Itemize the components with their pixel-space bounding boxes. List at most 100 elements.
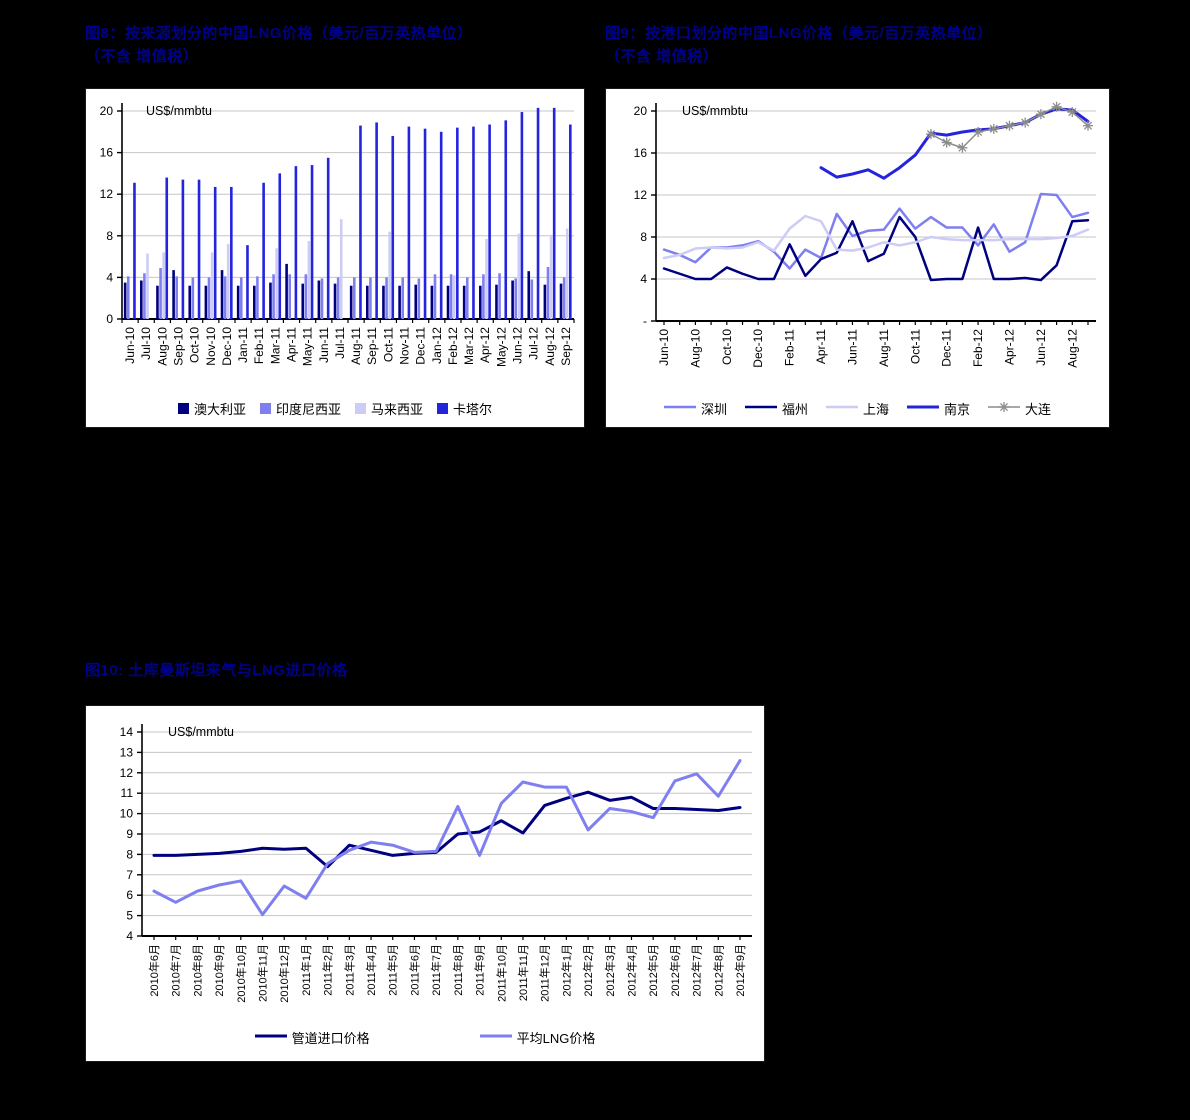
svg-text:9: 9 xyxy=(126,827,133,841)
legend-item: 上海 xyxy=(825,399,889,418)
svg-text:Jun-11: Jun-11 xyxy=(845,329,859,365)
svg-text:2010年7月: 2010年7月 xyxy=(169,944,183,997)
svg-text:Dec-11: Dec-11 xyxy=(940,329,954,367)
svg-text:Feb-12: Feb-12 xyxy=(971,329,985,367)
unit-label: US$/mmbtu xyxy=(682,104,748,118)
svg-text:Jan-11: Jan-11 xyxy=(236,327,250,363)
svg-text:Dec-11: Dec-11 xyxy=(414,327,428,365)
legend-label: 南京 xyxy=(944,401,971,417)
bar-series-0 xyxy=(123,263,563,319)
svg-text:Feb-11: Feb-11 xyxy=(252,327,266,364)
svg-text:Jun-12: Jun-12 xyxy=(511,327,525,364)
svg-text:Apr-11: Apr-11 xyxy=(285,327,299,362)
svg-text:2011年5月: 2011年5月 xyxy=(386,944,400,996)
gridlines xyxy=(656,110,1096,280)
svg-text:Jul-12: Jul-12 xyxy=(527,327,541,360)
svg-text:2012年2月: 2012年2月 xyxy=(581,944,595,997)
svg-text:20: 20 xyxy=(634,104,648,118)
figure8-legend: 澳大利亚 印度尼西亚 马来西亚 卡塔尔 xyxy=(171,389,499,427)
figure8-title: 图8：按来源划分的中国LNG价格（美元/百万英热单位） （不含 增值税） xyxy=(85,22,590,69)
svg-text:-: - xyxy=(643,314,647,328)
svg-text:2012年1月: 2012年1月 xyxy=(559,944,573,997)
svg-text:13: 13 xyxy=(120,745,134,759)
svg-text:4: 4 xyxy=(640,272,647,286)
x-axis xyxy=(142,935,752,940)
legend-label: 上海 xyxy=(862,401,889,417)
svg-text:16: 16 xyxy=(634,146,648,160)
svg-text:Oct-11: Oct-11 xyxy=(908,329,922,364)
svg-text:Dec-10: Dec-10 xyxy=(751,329,765,368)
figure8-title-line1: 图8：按来源划分的中国LNG价格（美元/百万英热单位） xyxy=(85,25,473,42)
legend-item: 大连 xyxy=(988,399,1051,418)
legend-line-swatch xyxy=(479,1030,512,1045)
svg-text:Apr-12: Apr-12 xyxy=(478,327,492,363)
svg-text:Aug-10: Aug-10 xyxy=(688,329,702,368)
figure9-panel: - 4 8 12 16 20 US$/mmbtu Jun-10 Aug-10 Oct-10 Dec-… xyxy=(605,88,1110,428)
svg-text:4: 4 xyxy=(126,929,133,943)
svg-text:Jan-12: Jan-12 xyxy=(430,327,444,364)
svg-text:2012年3月: 2012年3月 xyxy=(603,944,617,997)
legend-item: 澳大利亚 xyxy=(177,399,246,418)
legend-label: 管道进口价格 xyxy=(291,1031,370,1046)
legend-line-swatch xyxy=(744,401,777,416)
svg-text:2012年7月: 2012年7月 xyxy=(690,944,704,997)
svg-text:Jul-11: Jul-11 xyxy=(333,327,347,359)
svg-text:2012年6月: 2012年6月 xyxy=(668,944,682,997)
svg-text:Jun-10: Jun-10 xyxy=(123,327,137,364)
figure9-legend: 深圳 福州 上海 南京 大连 xyxy=(655,389,1060,427)
legend-label: 卡塔尔 xyxy=(453,401,493,417)
line-series-1 xyxy=(662,215,1090,282)
svg-text:2010年10月: 2010年10月 xyxy=(234,944,248,1003)
svg-text:16: 16 xyxy=(100,146,114,160)
legend-item: 管道进口价格 xyxy=(254,1028,370,1047)
svg-text:Nov-10: Nov-10 xyxy=(204,327,218,366)
unit-label: US$/mmbtu xyxy=(146,104,212,118)
svg-text:10: 10 xyxy=(120,807,134,821)
svg-text:2011年1月: 2011年1月 xyxy=(299,944,313,996)
svg-text:Jun-10: Jun-10 xyxy=(657,329,671,366)
line-series-3 xyxy=(819,107,1090,180)
svg-text:Jul-10: Jul-10 xyxy=(139,327,153,360)
legend-item: 南京 xyxy=(907,399,970,418)
legend-item: 印度尼西亚 xyxy=(259,399,341,418)
svg-text:Aug-12: Aug-12 xyxy=(543,327,557,366)
legend-label: 深圳 xyxy=(700,401,727,417)
svg-text:2011年4月: 2011年4月 xyxy=(364,944,378,996)
svg-text:Oct-11: Oct-11 xyxy=(381,327,395,362)
legend-square-swatch xyxy=(355,402,366,414)
x-labels: Jun-10 Aug-10 Oct-10 Dec-10 Feb-11 Apr-11 Jun-… xyxy=(657,329,1079,368)
bar-series-3 xyxy=(133,107,572,319)
y-axis: - 4 8 12 16 20 xyxy=(634,103,657,328)
svg-text:Feb-11: Feb-11 xyxy=(783,329,797,366)
line-series-2 xyxy=(662,214,1090,260)
svg-text:Apr-11: Apr-11 xyxy=(814,329,828,364)
svg-text:2011年6月: 2011年6月 xyxy=(407,944,421,996)
svg-text:4: 4 xyxy=(106,270,113,284)
svg-text:Aug-11: Aug-11 xyxy=(349,327,363,365)
svg-text:11: 11 xyxy=(121,786,134,800)
line-series-0 xyxy=(662,192,1090,270)
legend-item: 平均LNG价格 xyxy=(479,1028,595,1047)
svg-text:2011年7月: 2011年7月 xyxy=(429,944,443,996)
svg-text:2011年12月: 2011年12月 xyxy=(538,944,552,1002)
svg-text:2011年10月: 2011年10月 xyxy=(494,944,508,1002)
x-labels: Jun-10 Jul-10 Aug-10 Sep-10 Oct-10 Nov-10 Dec-… xyxy=(123,327,573,367)
svg-text:Oct-10: Oct-10 xyxy=(188,327,202,363)
svg-text:Oct-10: Oct-10 xyxy=(720,329,734,365)
svg-text:12: 12 xyxy=(634,188,648,202)
svg-text:20: 20 xyxy=(100,104,114,118)
svg-text:Sep-10: Sep-10 xyxy=(172,327,186,366)
svg-text:Aug-11: Aug-11 xyxy=(877,329,891,367)
svg-text:Jun-11: Jun-11 xyxy=(317,327,331,363)
y-axis: 4 5 6 7 8 9 10 11 12 13 14 xyxy=(120,724,143,943)
bar-series-2 xyxy=(146,219,569,319)
svg-text:May-12: May-12 xyxy=(494,327,508,367)
x-axis xyxy=(656,320,1096,325)
svg-text:Mar-11: Mar-11 xyxy=(268,327,282,364)
svg-text:Nov-11: Nov-11 xyxy=(398,327,412,365)
legend-item: 福州 xyxy=(744,399,808,418)
legend-square-swatch xyxy=(259,402,271,414)
figure9-line-chart: - 4 8 12 16 20 US$/mmbtu Jun-10 Aug-10 Oct-10 Dec-… xyxy=(634,101,1096,368)
